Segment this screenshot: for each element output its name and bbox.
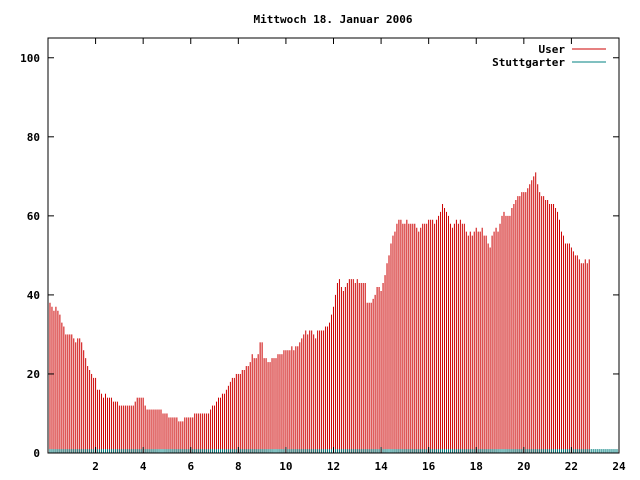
x-tick-label: 22 [565,460,578,473]
x-tick-label: 12 [327,460,340,473]
y-tick-label: 20 [27,368,40,381]
x-tick-label: 2 [92,460,99,473]
series-0 [47,172,590,453]
x-tick-label: 24 [612,460,626,473]
legend-label: User [539,43,566,56]
y-tick-label: 60 [27,210,40,223]
y-tick-label: 80 [27,131,40,144]
series-1 [47,449,620,453]
chart-title: Mittwoch 18. Januar 2006 [254,13,413,26]
x-tick-label: 16 [422,460,436,473]
x-tick-label: 6 [187,460,194,473]
x-tick-label: 10 [279,460,292,473]
x-tick-label: 4 [140,460,147,473]
x-tick-label: 14 [374,460,388,473]
x-tick-label: 20 [517,460,530,473]
legend-label: Stuttgarter [492,56,565,69]
series-layer [47,172,620,453]
x-tick-label: 8 [235,460,242,473]
x-tick-label: 18 [470,460,483,473]
y-tick-label: 0 [33,447,40,460]
y-tick-label: 100 [20,52,40,65]
y-tick-label: 40 [27,289,40,302]
